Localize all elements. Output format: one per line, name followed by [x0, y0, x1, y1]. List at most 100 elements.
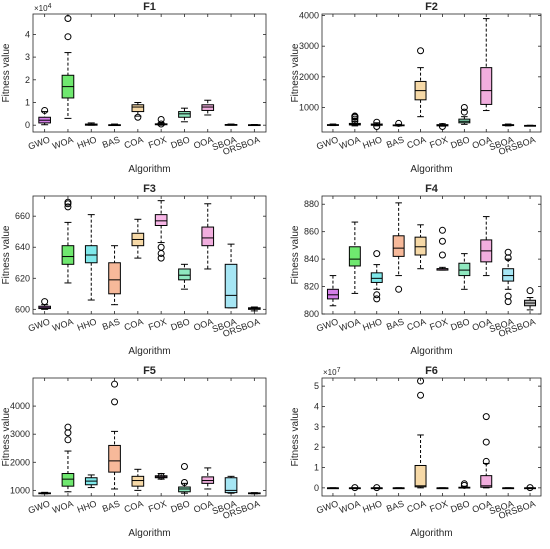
y-axis-label: Fitness value: [1, 407, 12, 466]
y-tick-label: 1: [314, 463, 319, 473]
outlier-point: [134, 113, 142, 121]
iqr-box: [370, 272, 383, 283]
outlier-point: [504, 248, 512, 256]
box-bas: [108, 380, 121, 490]
outlier-point: [157, 116, 165, 124]
y-tick-label: 4: [314, 401, 319, 411]
x-tick-label: WOA: [338, 498, 362, 515]
box-sboa: [224, 243, 238, 309]
y-tick-label: 660: [15, 211, 30, 221]
outlier-point: [64, 198, 72, 206]
outlier-point: [395, 119, 403, 127]
panel-title: F4: [425, 183, 439, 195]
x-axis-label: Algorithm: [410, 164, 452, 175]
outlier-point: [157, 254, 165, 262]
box-fox: [154, 472, 168, 480]
box-orsboa: [524, 287, 537, 311]
y-tick-label: 600: [15, 304, 30, 314]
iqr-box: [84, 245, 98, 264]
plot-area: [321, 13, 542, 133]
plot-area: [32, 377, 267, 497]
box-dbo: [458, 253, 471, 290]
box-gwo: [326, 275, 339, 307]
box-orsboa: [248, 492, 261, 495]
iqr-box: [480, 475, 493, 488]
iqr-box: [348, 246, 361, 267]
iqr-box: [61, 245, 75, 265]
iqr-box: [414, 236, 427, 256]
y-tick-label: 5: [314, 381, 319, 391]
panel-title: F1: [143, 1, 156, 13]
outlier-point: [482, 438, 490, 446]
iqr-box: [392, 235, 405, 257]
box-ooa: [480, 413, 493, 489]
x-tick-label: WOA: [51, 316, 75, 333]
box-hho: [370, 250, 383, 303]
y-tick-label: 3000: [10, 429, 30, 439]
box-dbo: [458, 480, 471, 489]
y-axis-label: Fitness value: [290, 225, 301, 284]
outlier-point: [460, 480, 468, 488]
box-gwo: [38, 491, 51, 495]
x-tick-label: COA: [405, 134, 427, 150]
x-tick-label: FOX: [428, 316, 449, 332]
outlier-point: [111, 380, 119, 388]
box-fox: [436, 122, 449, 130]
x-tick-label: HHO: [361, 316, 383, 332]
outlier-point: [438, 122, 446, 130]
x-tick-label: BAS: [101, 498, 121, 514]
box-sboa: [224, 123, 238, 126]
x-tick-label: HHO: [76, 498, 98, 514]
outlier-point: [64, 15, 72, 23]
outlier-point: [157, 472, 165, 480]
iqr-box: [131, 104, 145, 113]
x-tick-label: HHO: [361, 134, 383, 150]
outlier-point: [395, 285, 403, 293]
box-hho: [370, 484, 383, 492]
box-fox: [436, 226, 449, 271]
box-orsboa: [524, 484, 537, 492]
panel-f6: F6 0 1 2 3 4 5 ×107 Fitness value Algorithm GWOWOA…: [290, 365, 542, 539]
box-coa: [414, 224, 427, 270]
box-ooa: [480, 18, 493, 112]
y-axis-label: Fitness value: [1, 225, 12, 284]
iqr-box: [201, 104, 215, 111]
y-tick-label: 4: [25, 29, 30, 39]
iqr-box: [458, 262, 471, 277]
box-sboa: [502, 123, 515, 127]
iqr-box: [480, 67, 493, 105]
box-fox: [154, 200, 168, 262]
x-axis-label: Algorithm: [128, 528, 170, 539]
outlier-point: [351, 112, 359, 120]
box-hho: [370, 118, 383, 130]
y-exponent-power: 7: [337, 367, 341, 374]
box-hho: [84, 122, 98, 126]
y-exponent-label: ×107: [323, 367, 341, 377]
x-tick-label: BAS: [101, 134, 121, 150]
x-tick-label: BAS: [385, 498, 405, 514]
y-axis-label: Fitness value: [290, 43, 301, 102]
outlier-point: [64, 436, 72, 444]
plot-area: [32, 13, 267, 133]
outlier-point: [504, 298, 512, 306]
iqr-box: [414, 464, 427, 488]
y-tick-label: 620: [15, 273, 30, 283]
box-gwo: [326, 487, 339, 490]
box-ooa: [201, 467, 215, 490]
x-tick-label: DBO: [169, 134, 191, 150]
outlier-point: [180, 479, 188, 487]
box-woa: [348, 112, 361, 127]
box-bas: [392, 119, 405, 127]
x-tick-label: COA: [123, 134, 145, 150]
outlier-point: [180, 463, 188, 470]
iqr-box: [326, 288, 339, 300]
y-tick-label: 4000: [10, 401, 30, 411]
x-tick-label: FOX: [428, 134, 449, 150]
iqr-box: [201, 226, 215, 247]
box-woa: [61, 198, 75, 284]
x-tick-label: GWO: [315, 316, 340, 333]
